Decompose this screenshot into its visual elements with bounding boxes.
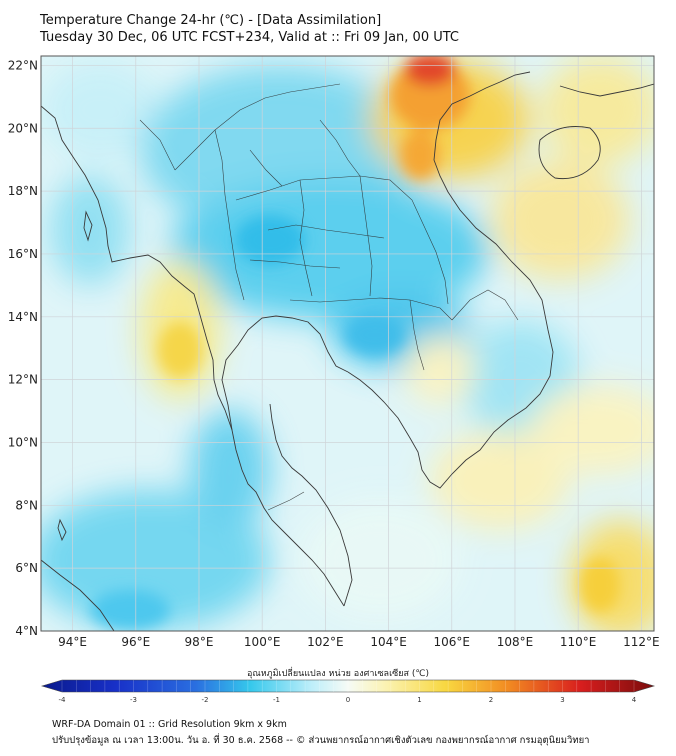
colorbar-tick-label: -4 (59, 696, 67, 704)
map-subtitle: Tuesday 30 Dec, 06 UTC FCST+234, Valid a… (40, 30, 460, 45)
lat-label: 12°N (8, 373, 38, 387)
lon-label: 112°E (623, 635, 660, 649)
colorbar-tick-label: 4 (632, 696, 637, 704)
colorbar-tick-label: 0 (346, 696, 350, 704)
footer-credit: ปรับปรุงข้อมูล ณ เวลา 13:00น. วัน อ. ที่… (52, 735, 590, 746)
colorbar-tick-label: -2 (202, 696, 209, 704)
temperature-field (41, 56, 654, 631)
colorbar-tick-label: 3 (560, 696, 564, 704)
lat-label: 6°N (15, 561, 38, 575)
lon-label: 104°E (370, 635, 407, 649)
latitude-labels: 22°N 20°N 18°N 16°N 14°N 12°N 10°N 8°N 6°N 4°N (8, 58, 38, 638)
lat-label: 18°N (8, 184, 38, 198)
lon-label: 106°E (434, 635, 471, 649)
colorbar-tick-label: -3 (130, 696, 137, 704)
admin-borders (139, 83, 519, 511)
colorbar-tick-label: 1 (417, 696, 421, 704)
lat-label: 16°N (8, 247, 38, 261)
colorbar: -4 -3 -2 -1 0 1 2 3 4 (40, 679, 656, 704)
map-title: Temperature Change 24-hr (℃) - [Data Ass… (40, 13, 382, 28)
coastlines (41, 71, 654, 631)
colorbar-ticks: -4 -3 -2 -1 0 1 2 3 4 (59, 680, 637, 704)
colorbar-strip (40, 679, 656, 693)
lat-label: 8°N (15, 498, 38, 512)
lon-label: 100°E (244, 635, 281, 649)
graticule (41, 56, 654, 631)
lat-label: 4°N (15, 624, 38, 638)
footer-model-info: WRF-DA Domain 01 :: Grid Resolution 9km … (52, 719, 287, 730)
plot-frame (40, 55, 655, 632)
lon-label: 98°E (185, 635, 214, 649)
lon-label: 94°E (58, 635, 87, 649)
lon-label: 102°E (307, 635, 344, 649)
colorbar-tick-label: -1 (273, 696, 280, 704)
lat-label: 14°N (8, 310, 38, 324)
colorbar-title: อุณหภูมิเปลี่ยนแปลง หน่วย องศาเซลเซียส (… (246, 669, 430, 679)
lat-label: 10°N (8, 435, 38, 449)
lon-label: 96°E (121, 635, 150, 649)
lat-label: 22°N (8, 58, 38, 72)
colorbar-tick-label: 2 (489, 696, 493, 704)
lat-label: 20°N (8, 121, 38, 135)
lon-label: 108°E (497, 635, 534, 649)
longitude-labels: 94°E 96°E 98°E 100°E 102°E 104°E 106°E 108°E 110… (58, 635, 659, 649)
lon-label: 110°E (560, 635, 597, 649)
